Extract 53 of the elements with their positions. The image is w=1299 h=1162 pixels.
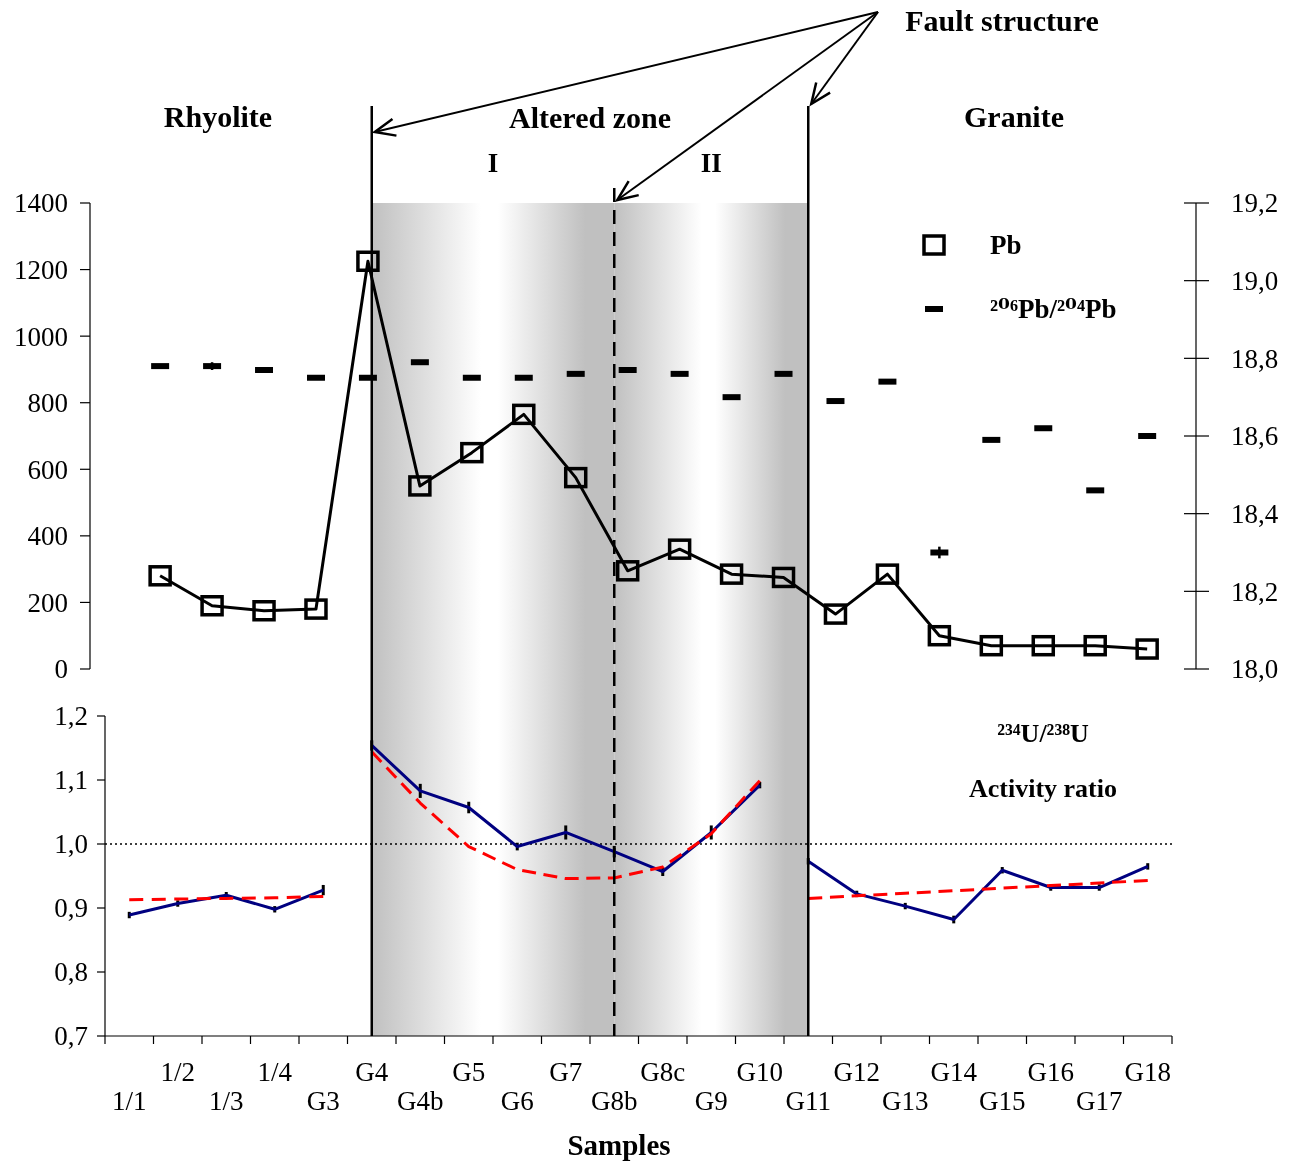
x-tick-label: G16 <box>1027 1057 1074 1087</box>
x-tick-label: G6 <box>500 1086 534 1116</box>
x-tick-label: G9 <box>694 1086 728 1116</box>
y-tick-label: 1,2 <box>54 701 88 732</box>
y2-tick-label: 18,4 <box>1231 499 1279 530</box>
band-label: I <box>487 148 499 178</box>
band-label: II <box>700 148 722 178</box>
x-tick-label: G8c <box>640 1057 686 1087</box>
y-tick-label: 600 <box>27 454 68 485</box>
y-tick-label: 0,9 <box>54 893 88 924</box>
x-tick-label: G14 <box>930 1057 978 1087</box>
x-tick-label: G5 <box>452 1057 486 1087</box>
y-tick-label: 0,7 <box>54 1021 88 1052</box>
y-tick-label: 200 <box>27 587 68 618</box>
legend-label: ²⁰⁶Pb/²⁰⁴Pb <box>990 293 1117 325</box>
y2-tick-label: 19,0 <box>1231 266 1279 297</box>
x-tick-label: G4 <box>355 1057 389 1087</box>
x-tick-label: G10 <box>736 1057 783 1087</box>
legend-label: Pb <box>990 229 1022 261</box>
text: Granite <box>964 100 1064 133</box>
x-tick-label: G11 <box>785 1086 831 1116</box>
y-tick-label: 0,8 <box>54 957 88 988</box>
x-tick-label: G3 <box>306 1086 340 1116</box>
x-tick-label: G18 <box>1124 1057 1171 1087</box>
y-axis-title: ²³⁴U/²³⁸U Activity ratio <box>968 719 1118 803</box>
y-tick-label: 400 <box>27 521 68 552</box>
y-tick-label: 0 <box>54 654 68 685</box>
y-tick-label: 1,1 <box>54 765 88 796</box>
text: Rhyolite <box>163 100 273 133</box>
x-tick-label: G8b <box>591 1086 638 1116</box>
y-tick-label: 1,0 <box>54 829 88 860</box>
y2-tick-label: 18,2 <box>1231 576 1279 607</box>
y-tick-label: 1200 <box>14 255 68 286</box>
y2-tick-label: 18,8 <box>1231 343 1279 374</box>
x-tick-label: G7 <box>549 1057 583 1087</box>
x-tick-label: G12 <box>833 1057 880 1087</box>
x-tick-label: 1/2 <box>160 1057 196 1087</box>
x-tick-label: G13 <box>882 1086 929 1116</box>
text: Altered zone <box>509 101 671 134</box>
x-tick-label: G15 <box>979 1086 1026 1116</box>
y2-tick-label: 19,2 <box>1231 188 1279 219</box>
text: Fault structure <box>905 4 1099 37</box>
y2-tick-label: 18,0 <box>1231 654 1279 685</box>
y2-tick-label: 18,6 <box>1231 421 1279 452</box>
x-tick-label: 1/1 <box>111 1086 147 1116</box>
x-axis-title: Samples <box>567 1129 671 1161</box>
y-tick-label: 800 <box>27 388 68 419</box>
x-tick-label: G4b <box>397 1086 444 1116</box>
x-tick-label: 1/4 <box>257 1057 293 1087</box>
x-tick-label: 1/3 <box>208 1086 244 1116</box>
y-tick-label: 1000 <box>14 321 68 352</box>
y-tick-label: 1400 <box>14 188 68 219</box>
x-tick-label: G17 <box>1076 1086 1123 1116</box>
